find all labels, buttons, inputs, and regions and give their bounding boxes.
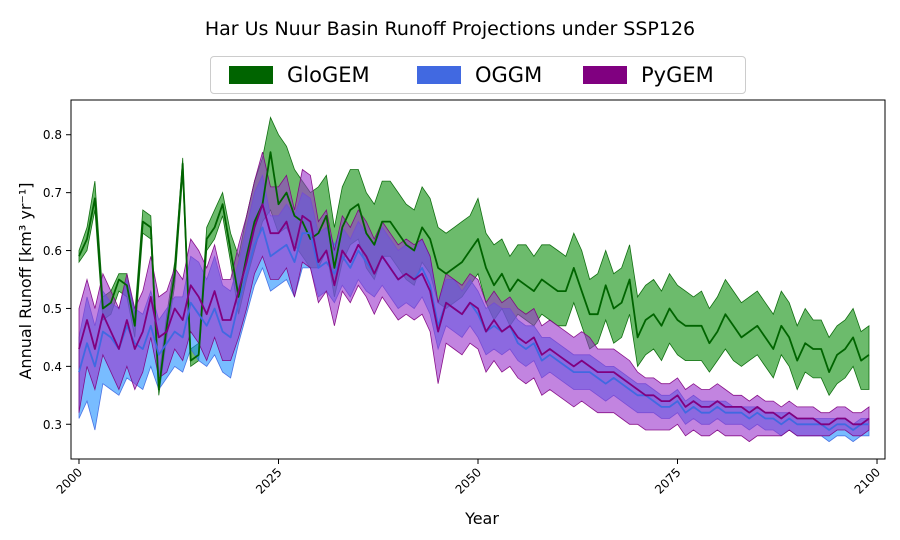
y-tick-label: 0.8 [43,128,62,142]
glogem-mean-line [78,151,870,391]
mean-lines [78,151,870,431]
legend-swatch-glogem [229,66,273,84]
oggm-mean-line [78,226,869,431]
legend-item-pygem: PyGEM [583,57,714,93]
y-tick-label: 0.7 [43,186,62,200]
y-axis-ticks: 0.3 0.4 0.5 0.6 0.7 0.8 [43,128,71,432]
y-tick-label: 0.4 [43,360,62,374]
x-tick-label: 2075 [652,465,683,496]
chart-title: Har Us Nuur Basin Runoff Projections und… [204,18,696,40]
legend-label-glogem: GloGEM [287,63,370,87]
y-tick-label: 0.5 [43,302,62,316]
x-tick-label: 2000 [54,465,85,496]
x-axis-ticks: 2000 2025 2050 2075 2100 [54,459,883,497]
uncertainty-bands [78,116,870,443]
x-axis-label: Year [464,509,499,528]
legend-label-oggm: OGGM [475,63,543,87]
y-tick-label: 0.6 [43,244,62,258]
x-tick-label: 2100 [852,465,883,496]
legend-item-glogem: GloGEM [229,57,370,93]
legend: GloGEM OGGM PyGEM [210,56,746,94]
legend-item-oggm: OGGM [417,57,542,93]
y-axis-label: Annual Runoff [km³ yr⁻¹] [16,182,35,379]
pygem-mean-line [78,203,870,426]
legend-label-pygem: PyGEM [641,63,714,87]
y-tick-label: 0.3 [43,418,62,432]
x-tick-label: 2050 [453,465,484,496]
x-tick-label: 2025 [253,465,284,496]
legend-swatch-oggm [417,66,461,84]
legend-swatch-pygem [583,66,627,84]
